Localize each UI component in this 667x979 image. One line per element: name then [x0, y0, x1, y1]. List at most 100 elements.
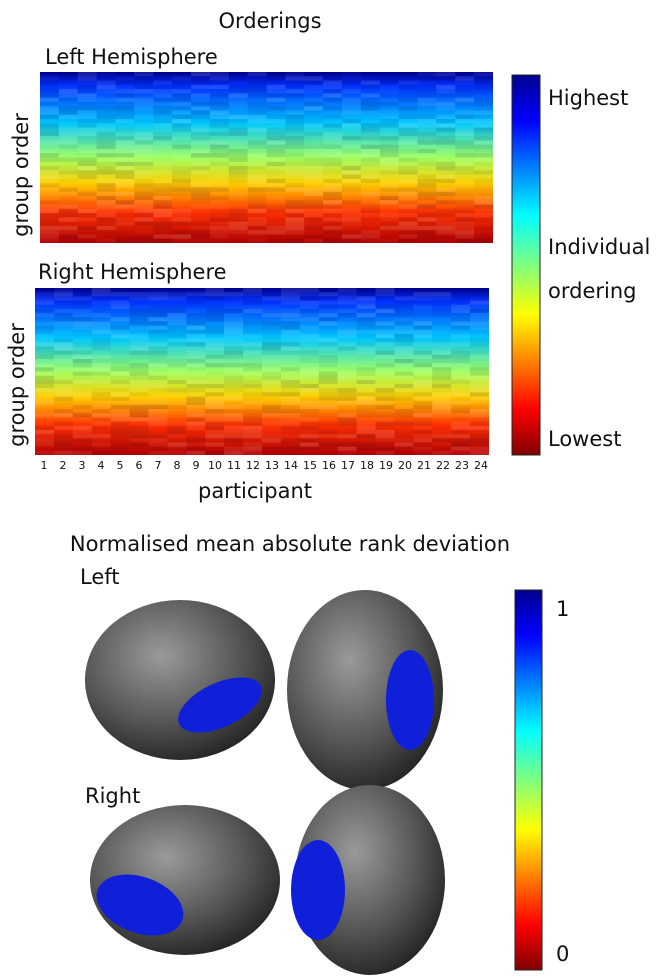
heatmap-texture	[148, 304, 168, 309]
heatmap-texture	[304, 221, 324, 226]
heatmap-texture	[375, 308, 395, 314]
heatmap-texture	[337, 342, 357, 347]
heatmap-texture	[299, 384, 319, 389]
heatmap-texture	[58, 191, 78, 196]
heatmap-texture	[247, 89, 267, 94]
heatmap-texture	[210, 209, 229, 213]
heatmap-texture	[205, 346, 225, 351]
heatmap-texture	[356, 404, 376, 410]
heatmap-texture	[40, 195, 59, 201]
heatmap-texture	[224, 350, 244, 355]
heatmap-texture	[243, 392, 262, 397]
heatmap-texture	[53, 288, 73, 293]
heatmap-texture	[247, 195, 267, 201]
heatmap-texture	[209, 161, 229, 167]
heatmap-texture	[172, 213, 191, 217]
heatmap-texture	[262, 301, 281, 305]
heatmap-texture	[432, 308, 452, 314]
heatmap-texture	[323, 204, 342, 209]
heatmap-texture	[130, 359, 149, 363]
heatmap-texture	[474, 234, 493, 239]
heatmap-texture	[342, 144, 361, 149]
heatmap-texture	[474, 89, 493, 94]
heatmap-texture	[210, 239, 229, 243]
heatmap-texture	[323, 234, 342, 238]
heatmap-texture	[153, 161, 173, 167]
heatmap-texture	[356, 388, 376, 393]
heatmap-texture	[53, 313, 73, 318]
heatmap-texture	[280, 438, 300, 443]
heatmap-texture	[130, 305, 149, 309]
heatmap-texture	[304, 72, 324, 77]
heatmap-texture	[210, 166, 229, 170]
heatmap-texture	[300, 359, 319, 363]
heatmap-texture	[304, 238, 324, 243]
colorbar-label: Individual	[548, 235, 650, 259]
heatmap-texture	[167, 304, 187, 309]
heatmap-texture	[35, 333, 54, 339]
heatmap-texture	[299, 371, 319, 376]
heatmap-texture	[280, 333, 300, 339]
heatmap-texture	[451, 434, 471, 439]
heatmap-texture	[186, 417, 206, 422]
heatmap-texture	[172, 132, 191, 136]
heatmap-texture	[111, 388, 130, 392]
heatmap-texture	[398, 178, 418, 184]
heatmap-texture	[432, 330, 451, 334]
heatmap-texture	[129, 317, 149, 322]
heatmap-texture	[228, 213, 248, 218]
heatmap-texture	[110, 400, 130, 405]
heatmap-texture	[398, 131, 418, 137]
heatmap-texture	[228, 131, 248, 137]
heatmap-texture	[398, 84, 418, 90]
heatmap-texture	[228, 178, 248, 184]
heatmap-texture	[54, 430, 73, 434]
heatmap-texture	[418, 106, 437, 110]
heatmap-texture	[58, 140, 78, 145]
heatmap-texture	[134, 84, 154, 90]
heatmap-texture	[228, 140, 248, 145]
heatmap-texture	[417, 144, 437, 149]
heatmap-texture	[394, 321, 414, 326]
heatmap-texture	[54, 401, 73, 405]
heatmap-texture	[115, 204, 135, 209]
heatmap-texture	[148, 396, 168, 401]
heatmap-texture	[228, 225, 248, 231]
heatmap-texture	[413, 338, 432, 342]
heatmap-texture	[285, 136, 305, 141]
heatmap-texture	[72, 404, 92, 410]
heatmap-texture	[379, 101, 399, 107]
heatmap-texture	[319, 363, 338, 367]
heatmap-texture	[267, 217, 286, 221]
heatmap-texture	[40, 89, 59, 94]
heatmap-texture	[318, 358, 338, 364]
heatmap-texture	[77, 76, 97, 81]
heatmap-texture	[357, 288, 376, 292]
heatmap-texture	[436, 217, 455, 221]
heatmap-texture	[323, 195, 342, 201]
heatmap-texture	[380, 72, 399, 76]
heatmap-texture	[191, 187, 210, 192]
heatmap-texture	[205, 388, 225, 393]
heatmap-texture	[318, 379, 338, 385]
heatmap-texture	[262, 434, 281, 439]
heatmap-texture	[375, 417, 395, 422]
heatmap-texture	[167, 333, 187, 339]
heatmap-texture	[77, 131, 97, 137]
heatmap-texture	[153, 110, 173, 115]
heatmap-texture	[417, 89, 437, 94]
heatmap-texture	[300, 451, 319, 455]
heatmap-texture	[153, 170, 172, 174]
heatmap-texture	[77, 119, 97, 124]
heatmap-texture	[153, 175, 172, 179]
heatmap-texture	[323, 119, 342, 123]
heatmap-texture	[455, 93, 475, 98]
heatmap-texture	[40, 191, 59, 196]
heatmap-texture	[266, 144, 286, 149]
heatmap-texture	[432, 400, 452, 405]
heatmap-texture	[361, 196, 380, 200]
heatmap-texture	[224, 409, 243, 413]
heatmap-texture	[224, 401, 243, 405]
heatmap-texture	[35, 375, 54, 380]
heatmap-texture	[380, 98, 399, 102]
